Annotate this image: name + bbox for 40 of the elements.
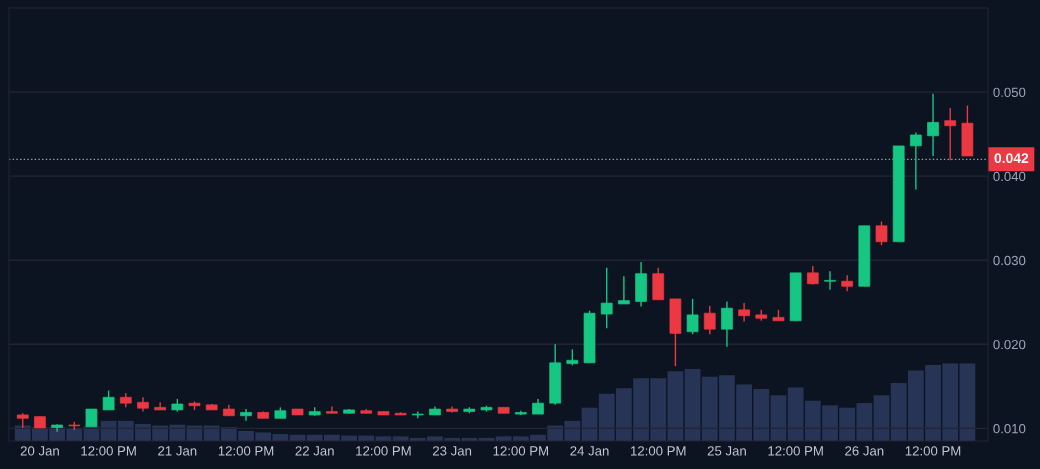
x-tick-label: 21 Jan: [158, 446, 197, 456]
candlestick: [686, 298, 699, 335]
candlestick: [841, 274, 854, 293]
candlestick: [102, 389, 115, 411]
candlestick: [618, 275, 630, 305]
candlestick: [910, 131, 922, 191]
candlestick: [600, 267, 613, 330]
y-tick-label: 0.040: [993, 171, 1026, 182]
candlestick: [944, 107, 957, 161]
x-tick-label: 12:00 PM: [218, 446, 274, 456]
x-tick-label: 12:00 PM: [905, 446, 961, 456]
candlestick: [738, 302, 750, 323]
candlestick: [240, 408, 252, 422]
x-tick-label: 12:00 PM: [81, 446, 136, 456]
bar: [873, 395, 890, 441]
bar: [667, 371, 684, 441]
ref-line-label: 0.042: [994, 153, 1029, 164]
y-tick-label: 0.010: [993, 423, 1026, 434]
candlestick: [721, 300, 733, 348]
x-tick-label: 20 Jan: [20, 446, 59, 456]
candlestick: [927, 93, 939, 157]
x-tick-label: 12:00 PM: [768, 446, 823, 456]
candlestick: [806, 265, 819, 286]
x-tick-label: 12:00 PM: [631, 446, 686, 456]
x-tick-label: 24 Jan: [570, 446, 609, 456]
bar: [684, 368, 701, 441]
x-tick-label: 22 Jan: [295, 446, 334, 456]
y-tick-label: 0.020: [993, 339, 1026, 350]
candlestick: [824, 270, 836, 291]
x-tick-label: 23 Jan: [432, 446, 472, 456]
x-tick-label: 12:00 PM: [356, 446, 411, 456]
y-tick-label: 0.050: [993, 87, 1026, 97]
candlestick: [703, 304, 716, 335]
x-tick-label: 12:00 PM: [493, 446, 548, 456]
x-tick-label: 26 Jan: [845, 446, 884, 456]
x-tick-label: 25 Jan: [707, 446, 746, 456]
bar: [770, 395, 787, 441]
candlestick: [154, 401, 166, 411]
candlestick: [875, 220, 888, 246]
y-tick-label: 0.030: [993, 255, 1026, 266]
